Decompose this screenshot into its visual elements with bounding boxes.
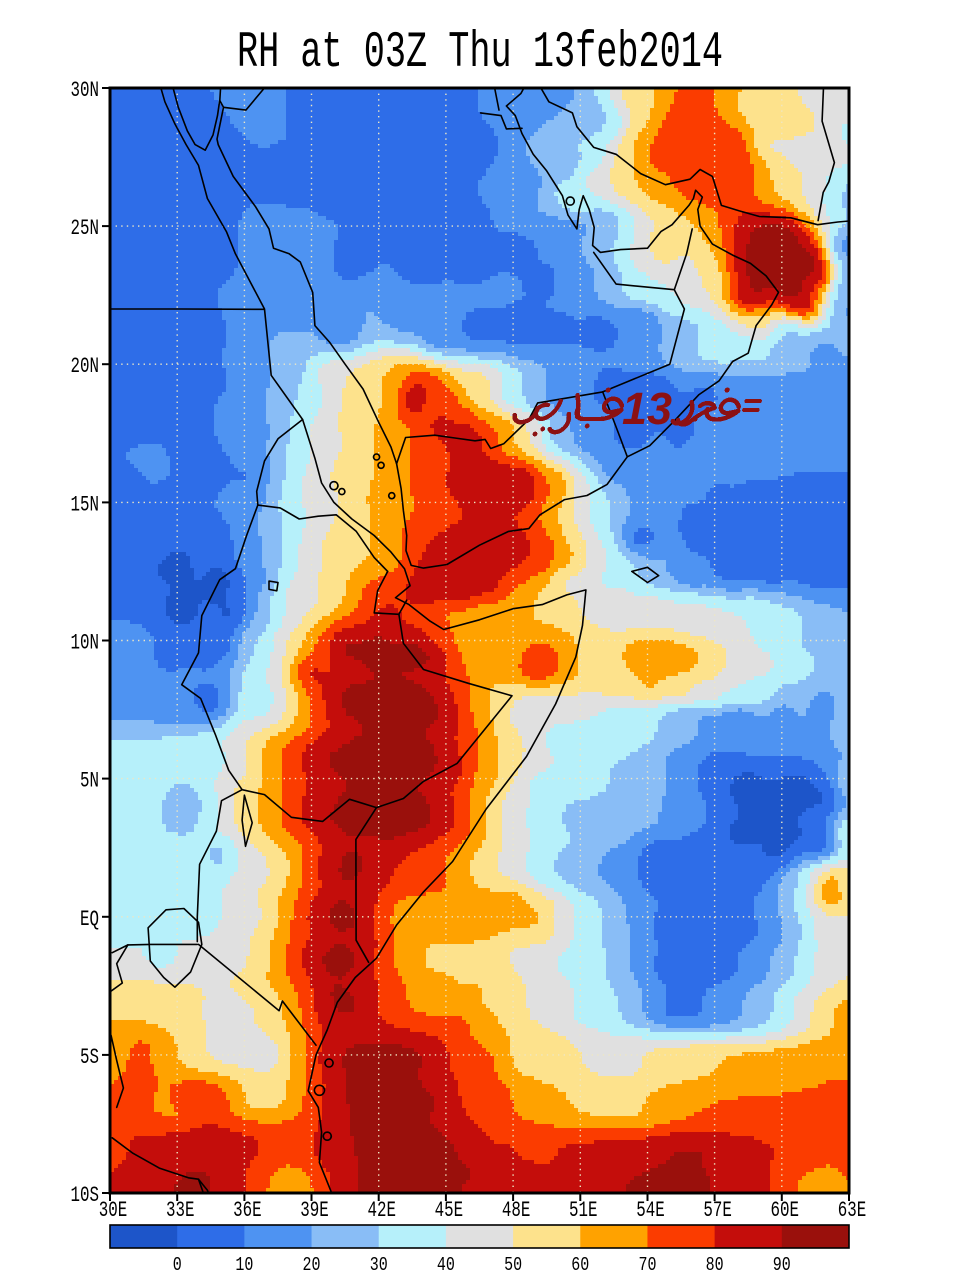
svg-text:20N: 20N: [70, 354, 99, 379]
svg-text:90: 90: [773, 1256, 791, 1277]
svg-text:13: 13: [622, 383, 672, 434]
svg-text:10S: 10S: [70, 1183, 99, 1208]
svg-text:10: 10: [235, 1256, 253, 1277]
svg-text:30N: 30N: [70, 78, 99, 103]
svg-text:51E: 51E: [569, 1198, 598, 1223]
svg-text:60E: 60E: [771, 1198, 800, 1223]
svg-text:54E: 54E: [636, 1198, 665, 1223]
svg-text:5S: 5S: [80, 1045, 99, 1070]
svg-text:30E: 30E: [99, 1198, 128, 1223]
svg-text:EQ: EQ: [80, 906, 99, 931]
svg-text:10N: 10N: [70, 630, 99, 655]
svg-text:80: 80: [706, 1256, 724, 1277]
svg-text:RH at 03Z Thu 13feb2014: RH at 03Z Thu 13feb2014: [237, 25, 723, 82]
svg-text:39E: 39E: [300, 1198, 329, 1223]
svg-text:20: 20: [302, 1256, 320, 1277]
svg-text:15N: 15N: [70, 492, 99, 517]
svg-text:48E: 48E: [502, 1198, 531, 1223]
svg-text:57E: 57E: [703, 1198, 732, 1223]
svg-text:33E: 33E: [166, 1198, 195, 1223]
svg-text:40: 40: [437, 1256, 455, 1277]
svg-text:45E: 45E: [435, 1198, 464, 1223]
svg-text:63E: 63E: [838, 1198, 867, 1223]
svg-text:60: 60: [571, 1256, 589, 1277]
svg-text:70: 70: [638, 1256, 656, 1277]
svg-text:5N: 5N: [80, 768, 99, 793]
svg-text:30: 30: [370, 1256, 388, 1277]
svg-text:36E: 36E: [233, 1198, 262, 1223]
svg-text:0: 0: [173, 1256, 182, 1277]
svg-text:50: 50: [504, 1256, 522, 1277]
svg-text:42E: 42E: [367, 1198, 396, 1223]
svg-text:25N: 25N: [70, 216, 99, 241]
